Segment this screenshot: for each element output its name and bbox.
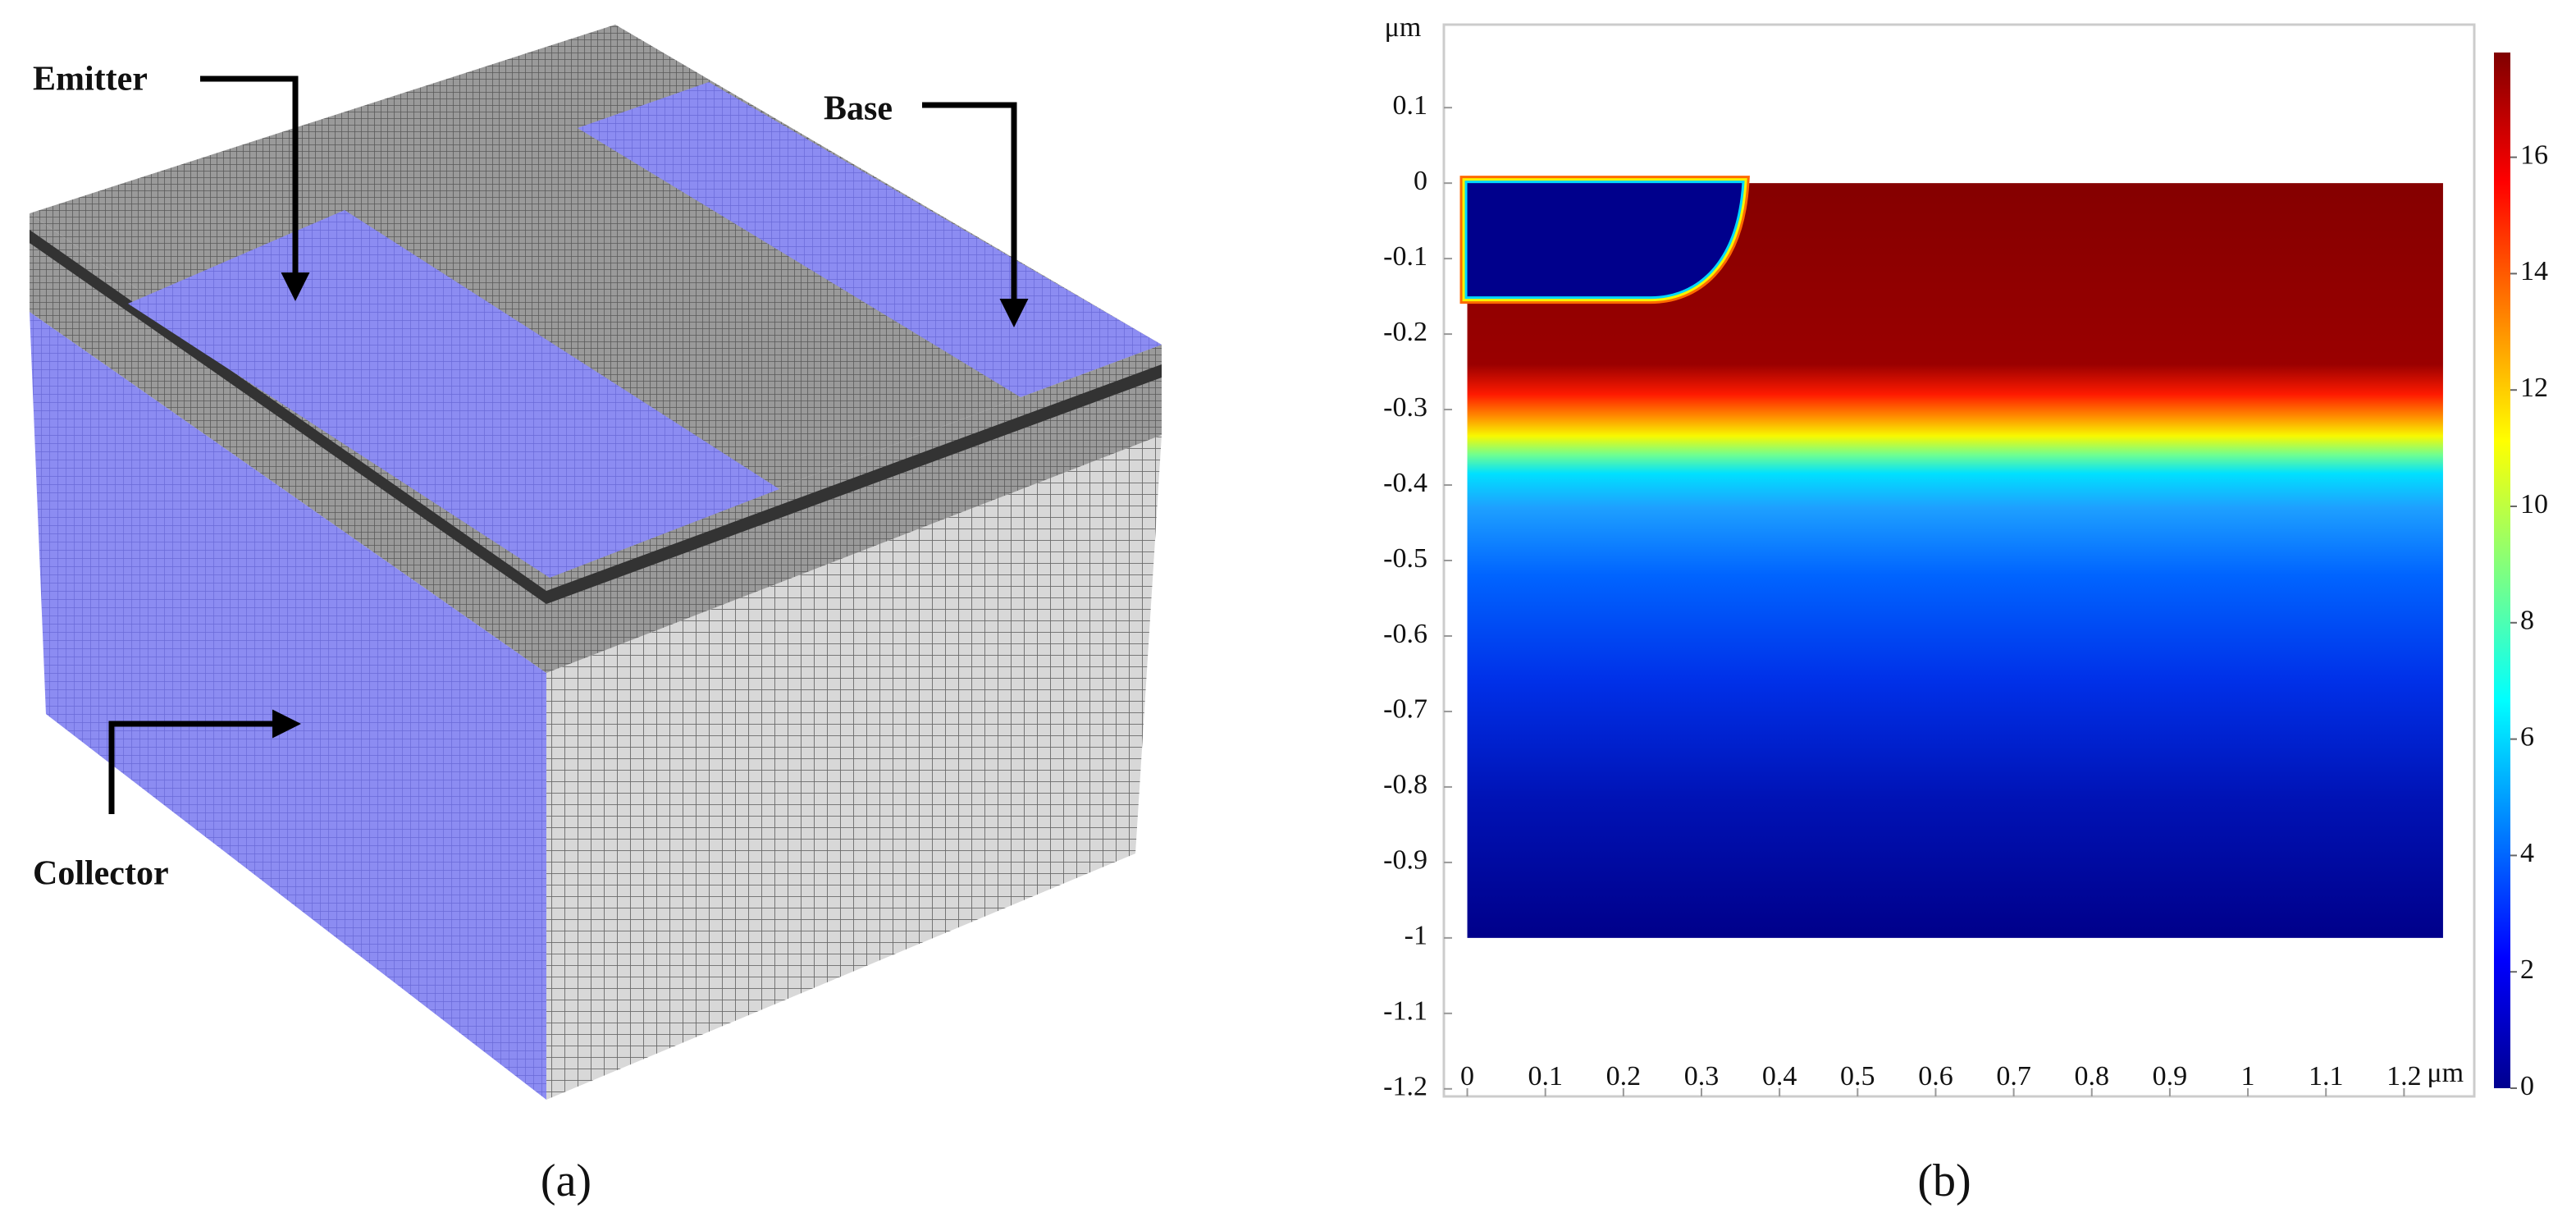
colorbar-tick-label: 12 [2520, 373, 2548, 403]
x-tick-label: 0.7 [1996, 1061, 2031, 1091]
colorbar-tick-label: 6 [2520, 721, 2534, 752]
colorbar-tick-label: 2 [2520, 954, 2534, 985]
collector-label: Collector [33, 855, 169, 893]
y-tick-label: -0.6 [1383, 619, 1427, 649]
x-tick-label: 0.6 [1918, 1061, 1953, 1091]
y-tick-label: -0.3 [1383, 392, 1427, 423]
y-tick-label: -0.4 [1383, 468, 1427, 498]
base-arrow [922, 102, 1029, 327]
top-face [30, 25, 1162, 574]
heatmap-plot: 0 0.1 0.2 0.3 0.4 0.5 0.6 0.7 0.8 0.9 1 1.1 1.2 μm0.1… [1383, 12, 2548, 1102]
x-tick-label: 1.1 [2309, 1061, 2344, 1091]
device-mesh [30, 25, 1162, 1100]
y-tick-label: -0.1 [1383, 241, 1427, 272]
collector-face [30, 312, 546, 1100]
caption-a: (a) [541, 1155, 591, 1206]
x-tick-label: 0.9 [2153, 1061, 2188, 1091]
side-face [546, 435, 1162, 1100]
colorbar-tick-label: 4 [2520, 838, 2534, 868]
y-tick-label: -0.9 [1383, 845, 1427, 876]
y-tick-label: -1.2 [1383, 1072, 1427, 1102]
collector-arrow [108, 709, 301, 814]
x-tick-label: 1 [2241, 1061, 2255, 1091]
colorbar-tick-label: 0 [2520, 1071, 2534, 1101]
y-tick-label: -0.5 [1383, 543, 1427, 574]
emitter-contact [128, 210, 779, 578]
x-tick-label: 0.3 [1684, 1061, 1720, 1091]
colorbar-tick-label: 14 [2520, 256, 2548, 286]
y-tick-label: -1 [1404, 921, 1427, 951]
x-tick-label: 0.2 [1606, 1061, 1642, 1091]
base-label: Base [824, 90, 893, 128]
x-tick-label: 0.1 [1528, 1061, 1563, 1091]
emitter-region [1467, 183, 1742, 297]
x-tick-label: 0.5 [1840, 1061, 1875, 1091]
y-unit: μm [1385, 12, 1422, 43]
y-tick-label: 0.1 [1393, 90, 1428, 121]
y-tick-label: -0.7 [1383, 694, 1427, 725]
y-tick-label: 0 [1414, 166, 1427, 196]
x-tick-label: 1.2 [2386, 1061, 2422, 1091]
y-tick-label: -1.1 [1383, 996, 1427, 1027]
heatmap-field [1467, 183, 2443, 938]
x-tick-label: 0.8 [2075, 1061, 2110, 1091]
colorbar [2494, 53, 2510, 1088]
y-tick-label: -0.8 [1383, 770, 1427, 800]
x-unit: μm [2427, 1058, 2464, 1088]
colorbar-tick-label: 16 [2520, 140, 2548, 170]
x-tick-label: 0 [1460, 1061, 1474, 1091]
y-tick-label: -0.2 [1383, 317, 1427, 347]
emitter-arrow [200, 76, 310, 301]
annotations [108, 76, 1029, 814]
colorbar-tick-label: 10 [2520, 489, 2548, 519]
emitter-label: Emitter [33, 61, 148, 98]
layer-edge [546, 364, 1162, 604]
colorbar-tick-label: 8 [2520, 606, 2534, 636]
caption-b: (b) [1917, 1155, 1971, 1206]
x-tick-label: 0.4 [1762, 1061, 1797, 1091]
